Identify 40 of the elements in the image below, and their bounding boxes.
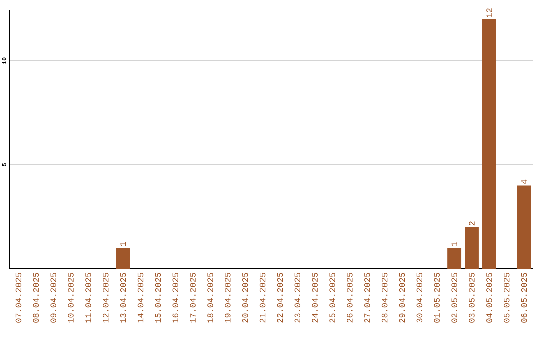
x-tick-label: 04.05.2025 <box>486 273 492 323</box>
bar <box>116 248 130 269</box>
x-tick-label: 18.04.2025 <box>208 273 214 323</box>
x-tick-label: 27.04.2025 <box>364 273 370 323</box>
data-label: 12 <box>486 8 492 18</box>
x-tick-label: 14.04.2025 <box>138 273 144 323</box>
x-tick-label: 11.04.2025 <box>86 273 92 323</box>
bar <box>465 227 479 269</box>
data-label: 2 <box>469 222 475 226</box>
x-tick-label: 09.04.2025 <box>50 273 56 323</box>
x-tick-label: 12.04.2025 <box>103 273 109 323</box>
x-tick-label: 30.04.2025 <box>416 273 423 323</box>
x-tick-label: 15.04.2025 <box>155 273 162 323</box>
x-tick-label: 05.05.2025 <box>504 273 510 323</box>
data-label: 1 <box>452 242 458 246</box>
bar <box>448 248 462 269</box>
data-label: 4 <box>522 180 528 184</box>
x-tick-label: 16.04.2025 <box>172 273 178 323</box>
x-tick-label: 25.04.2025 <box>330 273 336 323</box>
x-tick-label: 28.04.2025 <box>382 273 388 323</box>
data-label: 1 <box>120 242 126 246</box>
x-tick-label: 10.04.2025 <box>68 273 74 323</box>
x-tick-label: 06.05.2025 <box>521 273 528 323</box>
x-tick-label: 13.04.2025 <box>120 273 126 323</box>
x-tick-label: 07.04.2025 <box>16 273 22 323</box>
x-tick-label: 20.04.2025 <box>242 273 248 323</box>
x-tick-label: 19.04.2025 <box>225 273 231 323</box>
x-tick-label: 29.04.2025 <box>399 273 406 323</box>
x-tick-label: 21.04.2025 <box>260 273 266 323</box>
bar <box>517 186 532 269</box>
x-tick-label: 24.04.2025 <box>312 273 318 323</box>
x-tick-label: 22.04.2025 <box>277 273 284 323</box>
x-tick-label: 03.05.2025 <box>469 273 475 323</box>
x-tick-label: 08.04.2025 <box>33 273 40 323</box>
x-tick-label: 01.05.2025 <box>434 273 440 323</box>
x-tick-label: 02.05.2025 <box>452 273 458 323</box>
x-tick-label: 17.04.2025 <box>190 273 196 323</box>
x-tick-label: 23.04.2025 <box>294 273 301 323</box>
bar <box>482 19 496 269</box>
x-tick-label: 26.04.2025 <box>347 273 353 323</box>
